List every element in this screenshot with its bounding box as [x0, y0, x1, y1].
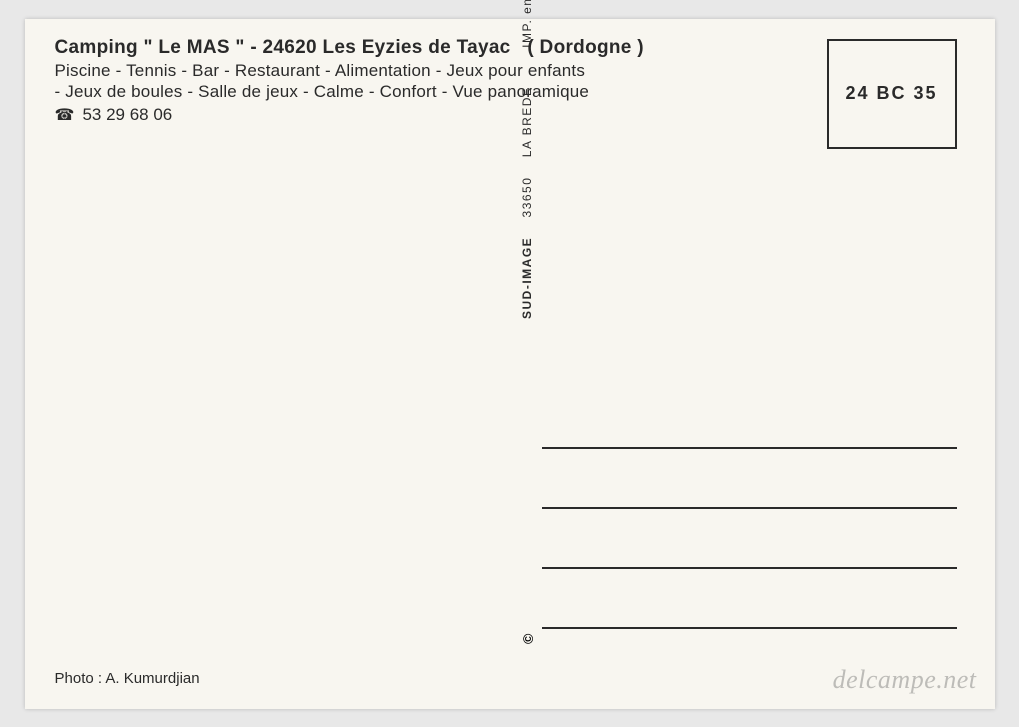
postcard-back: Camping " Le MAS " - 24620 Les Eyzies de… — [25, 19, 995, 709]
copyright-symbol: © — [520, 633, 536, 643]
publisher-imp: IMP. en CEE — [520, 0, 534, 47]
description-line-2: - Jeux de boules - Salle de jeux - Calme… — [55, 82, 644, 102]
publisher-city: LA BREDE — [520, 86, 534, 157]
publisher-name: SUD-IMAGE — [520, 236, 534, 318]
title-line: Camping " Le MAS " - 24620 Les Eyzies de… — [55, 37, 644, 59]
title-name: " Le MAS " — [143, 37, 244, 58]
stamp-code: 24 BC 35 — [845, 83, 937, 104]
phone-icon: ☎ — [55, 105, 75, 125]
phone-line: ☎ 53 29 68 06 — [55, 105, 644, 125]
photo-credit: Photo : A. Kumurdjian — [55, 670, 200, 687]
publisher-line: SUD-IMAGE 33650 LA BREDE IMP. en CEE — [520, 0, 534, 319]
address-area — [542, 389, 957, 629]
address-line — [542, 389, 957, 449]
title-postal: 24620 — [263, 37, 317, 58]
address-line — [542, 449, 957, 509]
watermark: delcampe.net — [833, 665, 977, 695]
title-region: ( Dordogne ) — [527, 37, 644, 58]
description-line-1: Piscine - Tennis - Bar - Restaurant - Al… — [55, 61, 644, 81]
stamp-box: 24 BC 35 — [827, 39, 957, 149]
title-prefix: Camping — [55, 37, 138, 58]
header-block: Camping " Le MAS " - 24620 Les Eyzies de… — [55, 37, 644, 125]
title-locality: Les Eyzies de Tayac — [322, 37, 510, 58]
address-line — [542, 509, 957, 569]
phone-number: 53 29 68 06 — [82, 105, 172, 125]
address-line — [542, 569, 957, 629]
publisher-postal: 33650 — [520, 176, 534, 217]
title-sep: - — [250, 37, 262, 58]
